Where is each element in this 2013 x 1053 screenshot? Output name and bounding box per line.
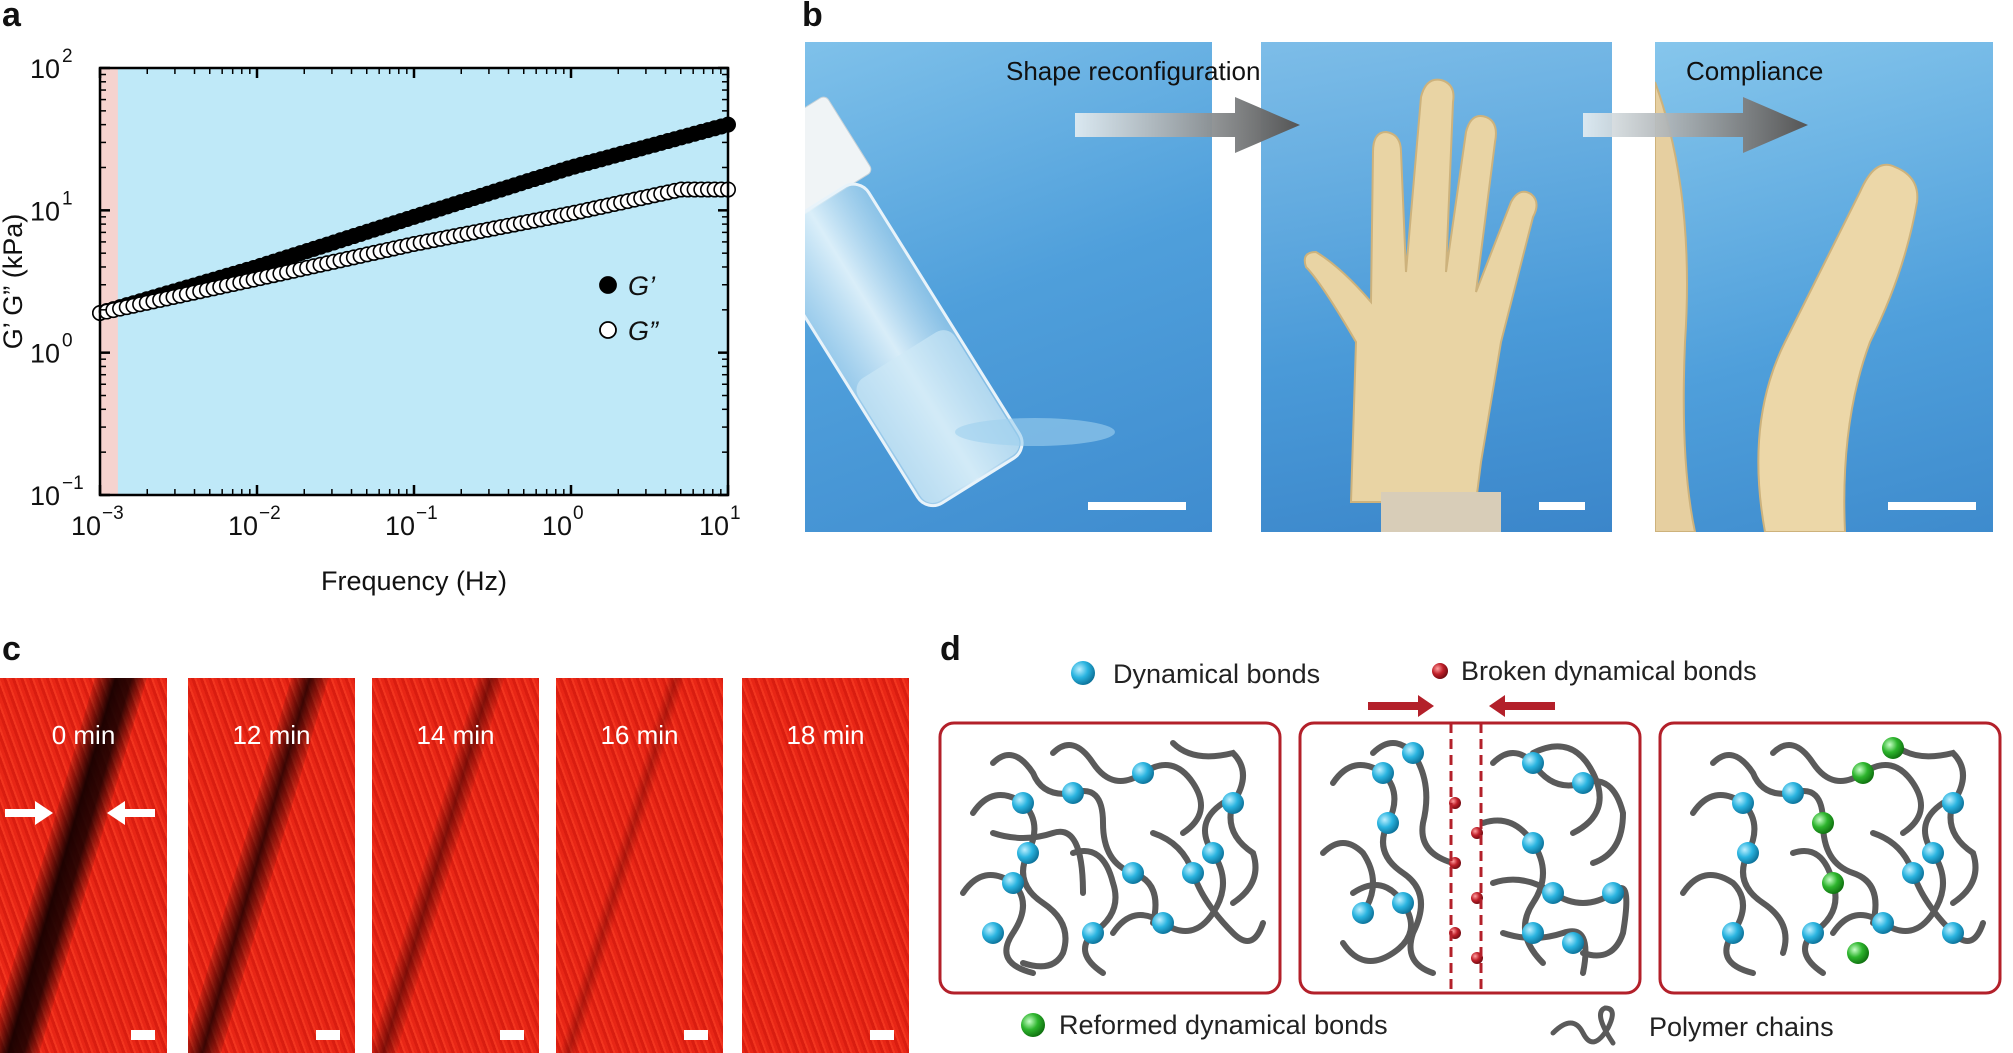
vial-photo [805, 42, 1212, 532]
shaded-region [100, 68, 118, 495]
panel-a-label: a [2, 0, 21, 34]
x-tick-label: 10 [228, 511, 258, 541]
shape-reconfiguration-label: Shape reconfiguration [1006, 56, 1261, 86]
compliance-label: Compliance [1686, 56, 1824, 86]
dynamical-bonds [982, 762, 1244, 944]
dynamical-bonds [1722, 782, 1964, 944]
legend-dynamical-bonds: Dynamical bonds [1113, 659, 1320, 689]
x-tick-exponent: 1 [730, 503, 741, 524]
dynamical-bond-icon [1071, 661, 1095, 685]
time-label: 0 min [51, 720, 116, 750]
network-frame-intact [938, 721, 1282, 995]
x-axis-label: Frequency (Hz) [321, 566, 507, 596]
legend-label: G” [628, 316, 659, 346]
fluorescence-frame: 14 min [372, 678, 539, 1053]
reformed-bond-icon [1021, 1013, 1045, 1037]
scale-bar [1888, 502, 1976, 510]
legend-reformed-bonds: Reformed dynamical bonds [1059, 1010, 1388, 1040]
arrow-right-icon [1583, 97, 1808, 153]
scale-bar [131, 1030, 155, 1040]
compression-arrows [1368, 695, 1555, 717]
scale-bar [684, 1030, 708, 1040]
x-tick-exponent: −2 [259, 503, 281, 524]
broken-bonds [1449, 797, 1483, 964]
x-tick-label: 10 [71, 511, 101, 541]
time-label: 12 min [232, 720, 311, 750]
panel-b-label: b [802, 0, 823, 34]
x-tick-label: 10 [699, 511, 729, 541]
fluorescence-frame: 16 min [556, 678, 723, 1053]
legend-marker [599, 276, 617, 294]
y-tick-label: 10 [30, 196, 60, 226]
y-tick-exponent: 2 [62, 46, 73, 67]
arrow-icon [5, 801, 155, 825]
dynamical-bonds [1352, 742, 1624, 954]
x-tick-exponent: −1 [416, 503, 438, 524]
legend-polymer-chains: Polymer chains [1649, 1012, 1834, 1042]
broken-bond-icon [1432, 663, 1448, 679]
y-tick-label: 10 [30, 339, 60, 369]
polymer-chain-icon [1550, 1005, 1616, 1046]
time-label: 14 min [416, 720, 495, 750]
panel-d-label: d [940, 630, 961, 668]
fluorescence-frame: 18 min [742, 678, 909, 1053]
y-axis-label: G’ G” (kPa) [0, 214, 28, 350]
rheology-chart: 10 −3 10 −2 10 −1 10 0 10 110 −110 010 110 2Frequency… [0, 46, 741, 596]
x-tick-exponent: −3 [102, 503, 124, 524]
y-tick-label: 10 [30, 481, 60, 511]
legend-broken-bonds: Broken dynamical bonds [1461, 656, 1757, 686]
scale-bar [1539, 502, 1585, 510]
y-tick-exponent: −1 [62, 473, 84, 494]
network-frame-healed [1658, 721, 2002, 995]
x-tick-exponent: 0 [573, 503, 584, 524]
scale-bar [870, 1030, 894, 1040]
x-tick-label: 10 [385, 511, 415, 541]
network-diagram: Dynamical bonds Broken dynamical bonds [938, 656, 2002, 1046]
finger-photo [1655, 42, 1993, 532]
y-tick-exponent: 0 [62, 331, 73, 352]
cut-lines [1449, 723, 1483, 993]
fluorescence-frame: 12 min [188, 678, 355, 1053]
y-tick-exponent: 1 [62, 188, 73, 209]
scale-bar [500, 1030, 524, 1040]
panel-c-label: c [2, 630, 21, 668]
legend-label: G’ [628, 271, 656, 301]
network-frame-cut [1298, 721, 1642, 995]
reformed-bonds [1812, 737, 1904, 964]
hand-photo [1261, 42, 1612, 532]
fluorescence-frame: 0 min [0, 678, 167, 1053]
legend-marker [599, 321, 617, 339]
time-label: 16 min [600, 720, 679, 750]
scale-bar [316, 1030, 340, 1040]
scale-bar [1088, 502, 1186, 510]
time-label: 18 min [786, 720, 865, 750]
x-tick-label: 10 [542, 511, 572, 541]
arrow-right-icon [1075, 97, 1300, 153]
y-tick-label: 10 [30, 54, 60, 84]
